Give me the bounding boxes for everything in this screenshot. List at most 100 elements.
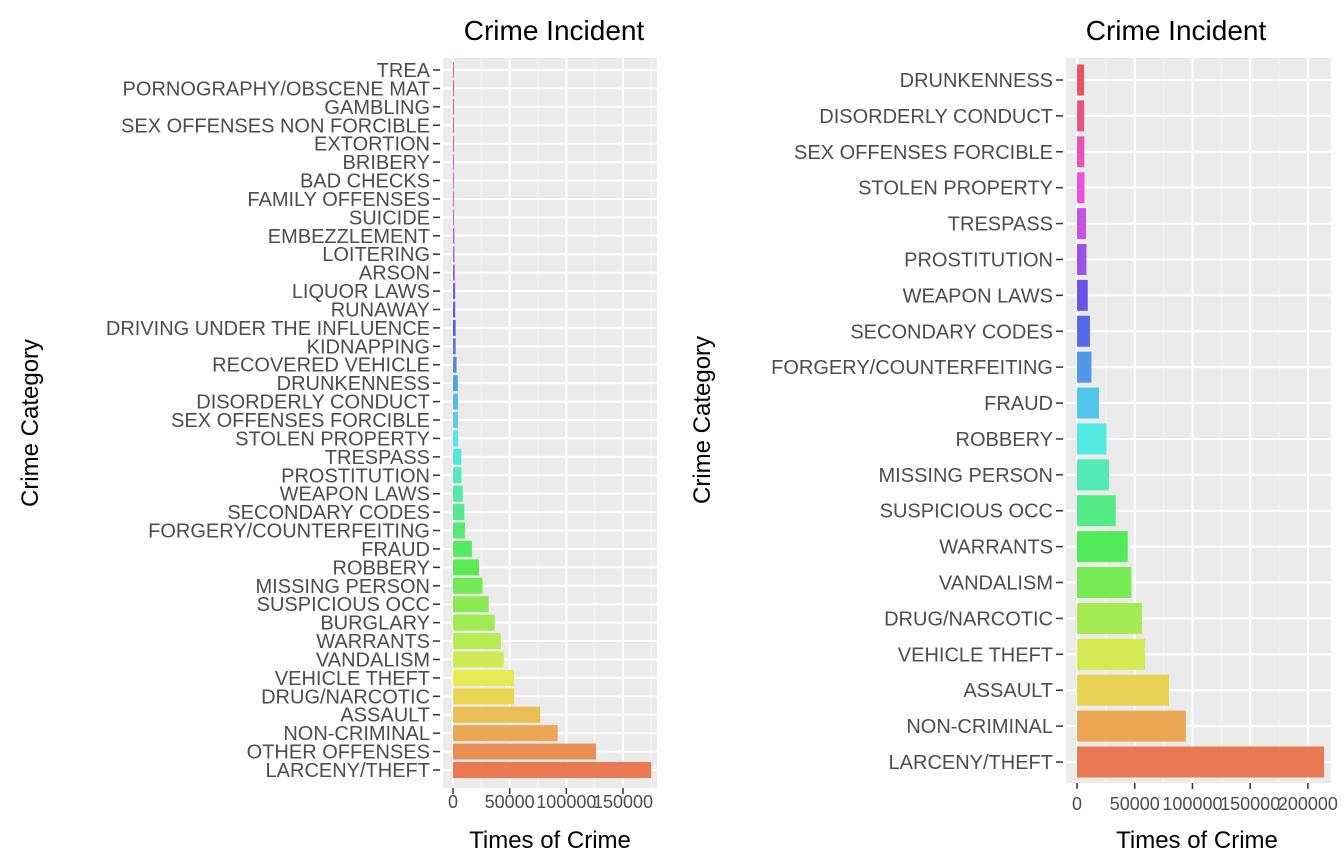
bar-sex-offenses-forcible [453, 412, 458, 428]
bar-liquor-laws [453, 283, 456, 300]
bar-assault [453, 706, 541, 723]
bar-kidnapping [453, 338, 456, 355]
left-gridlines [443, 58, 657, 788]
category-label: FORGERY/COUNTERFEITING [771, 357, 1053, 379]
bar-suspicious-occ [1077, 495, 1116, 527]
category-label: LOITERING [322, 244, 430, 266]
category-label: STOLEN PROPERTY [858, 178, 1053, 200]
category-label: ROBBERY [956, 429, 1053, 451]
right-chart: Crime Incident LARCENY/THEFT NON-CRIMINAL… [689, 15, 1338, 854]
bar-sex-offenses-forcible [1077, 136, 1085, 168]
bar-prostitution [1077, 243, 1087, 275]
category-label: DRUNKENNESS [900, 70, 1053, 92]
bar-secondary-codes [453, 504, 465, 521]
bar-recovered-vehicle [453, 356, 457, 373]
category-label: SUSPICIOUS OCC [257, 594, 430, 616]
x-tick-label: 0 [1072, 794, 1082, 814]
bar-missing-person [453, 577, 483, 594]
bar-driving-under-the-influence [453, 319, 456, 336]
category-label: MISSING PERSON [256, 576, 430, 598]
bar-prostitution [453, 467, 462, 484]
category-label: SEX OFFENSES NON FORCIBLE [121, 115, 430, 137]
category-label: RUNAWAY [331, 299, 430, 321]
bar-disorderly-conduct [1077, 100, 1085, 132]
category-label: DRUG/NARCOTIC [261, 686, 430, 708]
bar-vandalism [453, 651, 504, 668]
category-label: SECONDARY CODES [227, 502, 430, 524]
x-tick-label: 100000 [1162, 794, 1222, 814]
category-label: BAD CHECKS [300, 171, 430, 193]
bar-warrants [453, 633, 501, 650]
bar-extortion [453, 135, 454, 152]
bar-drug-narcotic [1077, 602, 1142, 634]
bar-weapon-laws [453, 485, 463, 502]
category-label: VEHICLE THEFT [275, 668, 430, 690]
category-label: PORNOGRAPHY/OBSCENE MAT [123, 78, 430, 100]
category-label: DISORDERLY CONDUCT [819, 106, 1053, 128]
category-label: EMBEZZLEMENT [268, 226, 430, 248]
bar-robbery [1077, 423, 1107, 455]
bar-forgery-counterfeiting [453, 522, 466, 539]
category-label: WEAPON LAWS [280, 484, 430, 506]
category-label: TRESPASS [325, 447, 430, 469]
bar-trespass [1077, 208, 1087, 240]
x-tick-label: 150000 [593, 792, 653, 812]
bar-bad-checks [453, 172, 454, 189]
right-chart-title: Crime Incident [1086, 15, 1267, 46]
category-label: PROSTITUTION [904, 249, 1053, 271]
category-label: SUSPICIOUS OCC [880, 501, 1053, 523]
bar-missing-person [1077, 459, 1109, 491]
right-y-axis-title: Crime Category [689, 336, 716, 504]
category-label: DRIVING UNDER THE INFLUENCE [106, 318, 430, 340]
x-tick-label: 0 [448, 792, 458, 812]
bar-arson [453, 264, 455, 281]
bar-burglary [453, 614, 495, 631]
category-label: FRAUD [984, 393, 1053, 415]
category-label: SEX OFFENSES FORCIBLE [794, 142, 1053, 164]
bar-larceny-theft [1077, 746, 1325, 778]
category-label: WEAPON LAWS [903, 285, 1053, 307]
category-label: WARRANTS [939, 537, 1053, 559]
left-chart-title: Crime Incident [464, 15, 645, 46]
category-label: ASSAULT [963, 680, 1053, 702]
bar-vandalism [1077, 567, 1132, 599]
category-label: BRIBERY [343, 152, 430, 174]
bar-weapon-laws [1077, 279, 1088, 311]
bar-drunkenness [453, 375, 458, 392]
bar-fraud [453, 540, 472, 557]
bar-embezzlement [453, 227, 455, 244]
category-label: LARCENY/THEFT [889, 752, 1053, 774]
category-label: FAMILY OFFENSES [247, 189, 430, 211]
category-label: NON-CRIMINAL [283, 723, 430, 745]
bar-drug-narcotic [453, 688, 515, 705]
category-label: STOLEN PROPERTY [235, 428, 430, 450]
category-label: FRAUD [361, 539, 430, 561]
bar-assault [1077, 674, 1170, 706]
category-label: PROSTITUTION [281, 465, 430, 487]
bar-fraud [1077, 387, 1099, 419]
right-x-axis-title: Times of Crime [1116, 827, 1278, 854]
bar-vehicle-theft [1077, 638, 1146, 670]
bar-pornography-obscene-mat [453, 80, 454, 97]
category-label: ASSAULT [340, 705, 430, 727]
category-label: DISORDERLY CONDUCT [196, 392, 430, 414]
bar-disorderly-conduct [453, 393, 458, 410]
category-label: ARSON [359, 263, 430, 285]
category-label: LIQUOR LAWS [292, 281, 430, 303]
category-label: NON-CRIMINAL [906, 716, 1053, 738]
category-label: VEHICLE THEFT [898, 644, 1053, 666]
bar-larceny-theft [453, 762, 652, 778]
category-label: DRUG/NARCOTIC [884, 608, 1053, 630]
bar-warrants [1077, 531, 1128, 563]
bar-secondary-codes [1077, 315, 1090, 347]
bar-other-offenses [453, 743, 597, 760]
bar-non-criminal [453, 725, 558, 742]
x-tick-label: 50000 [1110, 794, 1160, 814]
category-label: BURGLARY [320, 613, 430, 635]
bar-robbery [453, 559, 480, 576]
category-label: DRUNKENNESS [277, 373, 430, 395]
